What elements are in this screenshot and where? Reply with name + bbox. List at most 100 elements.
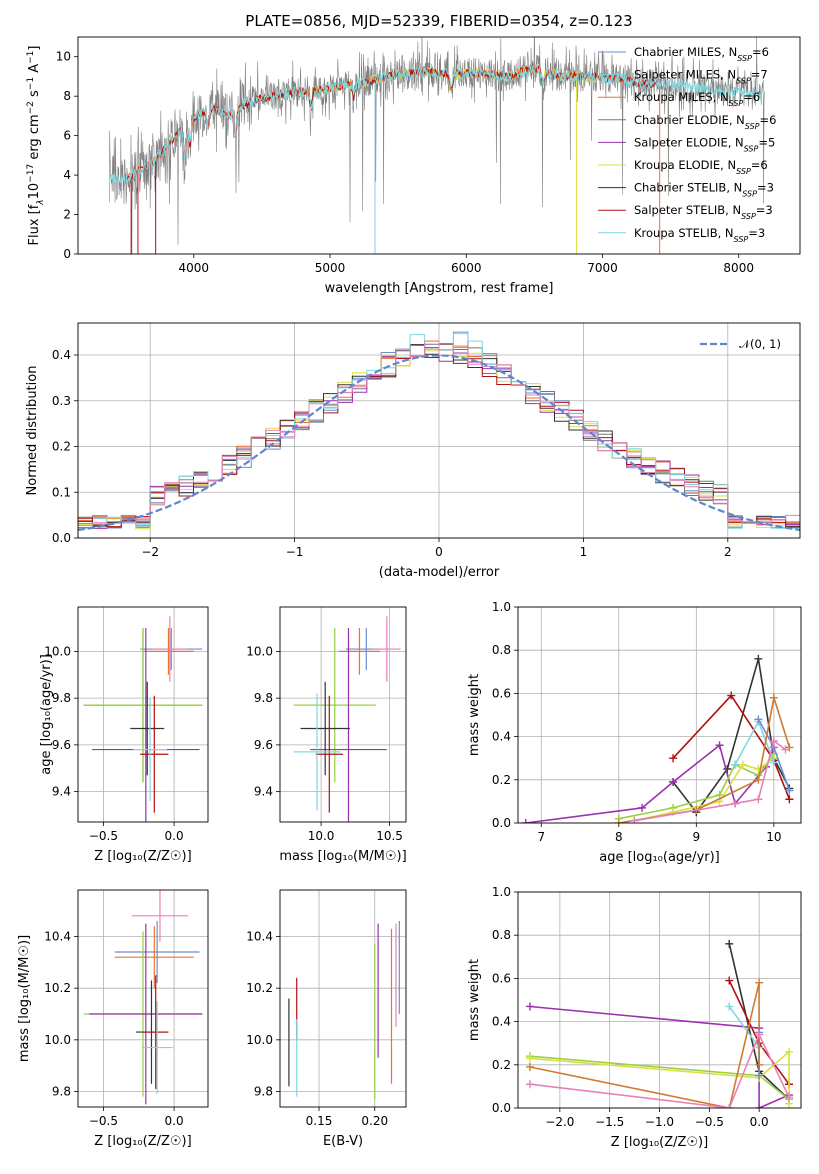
legend-entry: Kroupa ELODIE, NSSP=6 bbox=[634, 158, 768, 176]
y-axis-label-part: erg cm bbox=[27, 114, 42, 163]
x-tick-label: 9 bbox=[693, 830, 701, 844]
y-tick-label: 10.2 bbox=[44, 981, 71, 995]
legend-label-value: =6 bbox=[751, 158, 768, 172]
plot-area bbox=[78, 331, 800, 538]
legend-label-sub: SSP bbox=[736, 167, 751, 176]
y-tick-label: 9.8 bbox=[254, 1085, 273, 1099]
weight-series bbox=[525, 978, 764, 1108]
weight-marker bbox=[638, 803, 647, 812]
axes-age-vs-Z: −0.5 0.0 9.4 9.6 9.8 10.0 Z [log₁₀(Z/Z☉)] age [… bbox=[39, 606, 209, 864]
errorbar-point bbox=[338, 628, 380, 675]
weight-series bbox=[630, 754, 778, 823]
x-tick-label: −0.5 bbox=[695, 1115, 724, 1129]
x-tick-label: 7000 bbox=[587, 261, 618, 275]
legend-label: Chabrier STELIB, N bbox=[634, 181, 742, 195]
y-tick-label: 0.0 bbox=[492, 1101, 511, 1115]
errorbar-point bbox=[293, 628, 376, 783]
y-tick-label: 9.6 bbox=[52, 738, 71, 752]
y-tick-label: 0.0 bbox=[52, 531, 71, 545]
x-axis-label: wavelength [Angstrom, rest frame] bbox=[325, 281, 554, 296]
y-axis-label-part: Flux [f bbox=[27, 204, 42, 245]
weight-marker bbox=[785, 1093, 794, 1102]
axes-mass-vs-ebv: 0.15 0.20 9.8 10.0 10.2 10.4 E(B-V) bbox=[246, 889, 407, 1149]
plot-area bbox=[288, 921, 400, 1100]
weight-marker bbox=[755, 978, 764, 987]
errorbar-point bbox=[133, 698, 168, 801]
legend-label-sub: SSP bbox=[734, 234, 749, 243]
x-axis-label: E(B-V) bbox=[323, 1134, 363, 1149]
axes-frame bbox=[279, 606, 407, 823]
errorbar-point bbox=[140, 695, 169, 813]
axes-frame bbox=[279, 889, 407, 1108]
x-tick-label: −1 bbox=[286, 545, 304, 559]
y-tick-label: 10.2 bbox=[246, 981, 273, 995]
figure-title: PLATE=0856, MJD=52339, FIBERID=0354, z=0… bbox=[245, 12, 633, 30]
legend-label-value: =3 bbox=[756, 203, 773, 217]
weight-marker bbox=[755, 1060, 764, 1069]
y-axis-label-part: −1 bbox=[26, 51, 36, 64]
x-tick-label: −2.0 bbox=[545, 1115, 574, 1129]
x-axis-label: (data-model)/error bbox=[379, 565, 500, 580]
weight-marker bbox=[754, 795, 763, 804]
legend-entry: Chabrier STELIB, NSSP=3 bbox=[634, 181, 774, 199]
errorbar-point bbox=[310, 628, 387, 822]
x-tick-label: 0.0 bbox=[165, 829, 184, 843]
plot-area bbox=[293, 616, 401, 822]
plot-area bbox=[108, 37, 765, 254]
x-tick-label: 4000 bbox=[179, 261, 210, 275]
y-tick-label: 10.0 bbox=[44, 644, 71, 658]
legend-label-value: =6 bbox=[743, 90, 760, 104]
axes-spectrum: 4000 5000 6000 7000 8000 0 2 4 6 8 10 wavelength [A… bbox=[26, 36, 801, 296]
legend-label-sub: SSP bbox=[729, 99, 744, 108]
legend-label: Kroupa STELIB, N bbox=[634, 226, 734, 240]
y-tick-label: 9.4 bbox=[254, 785, 273, 799]
y-tick-label: 0.8 bbox=[492, 928, 511, 942]
axes-frame bbox=[517, 606, 802, 824]
x-tick-label: 6000 bbox=[451, 261, 482, 275]
x-tick-label: 1 bbox=[580, 545, 588, 559]
y-tick-label: 0.2 bbox=[52, 440, 71, 454]
legend-entry: Salpeter STELIB, NSSP=3 bbox=[634, 203, 773, 221]
model-spectrum bbox=[125, 63, 658, 186]
legend-label: Chabrier ELODIE, N bbox=[634, 113, 745, 127]
data-spectrum bbox=[109, 37, 765, 254]
y-axis-label: mass weight bbox=[467, 674, 482, 756]
plot-area bbox=[525, 939, 794, 1108]
weight-marker bbox=[715, 741, 724, 750]
weight-marker bbox=[725, 1002, 734, 1011]
weight-marker bbox=[738, 760, 747, 769]
axes-residuals: −2 −1 0 1 2 0.0 0.1 0.2 0.3 0.4 (data-model)/error… bbox=[25, 322, 801, 580]
weight-marker bbox=[521, 819, 530, 823]
y-axis-label-part: 10 bbox=[27, 183, 42, 200]
axes-frame bbox=[77, 36, 801, 255]
y-tick-label: 9.4 bbox=[52, 785, 71, 799]
weight-series bbox=[525, 1030, 794, 1108]
legend-label: Salpeter ELODIE, N bbox=[634, 135, 744, 149]
y-tick-label: 0 bbox=[63, 247, 71, 261]
model-spectrum bbox=[108, 63, 765, 187]
axes-age-vs-mass: 10.0 10.5 9.4 9.6 9.8 10.0 mass [log₁₀(M/M☉)] bbox=[246, 606, 407, 864]
x-tick-label: 0.20 bbox=[361, 1114, 388, 1128]
legend-label-value: =6 bbox=[760, 113, 777, 127]
y-tick-label: 10.0 bbox=[246, 644, 273, 658]
y-tick-label: 10 bbox=[56, 50, 71, 64]
errorbar-point bbox=[114, 921, 200, 983]
y-tick-label: 0.4 bbox=[52, 348, 71, 362]
weight-line bbox=[529, 982, 760, 1108]
axes-mass-vs-Z: −0.5 0.0 9.8 10.0 10.2 10.4 Z [log₁₀(Z/Z☉)] mas… bbox=[17, 889, 209, 1149]
weight-marker bbox=[769, 758, 778, 767]
weight-marker bbox=[754, 775, 763, 784]
errorbar-point bbox=[83, 628, 203, 783]
x-tick-label: 10 bbox=[766, 830, 781, 844]
errorbar-point bbox=[141, 1001, 173, 1095]
weight-marker bbox=[525, 1062, 534, 1071]
legend-label-value: =6 bbox=[752, 45, 769, 59]
legend-label-sub: SSP bbox=[736, 76, 751, 85]
x-tick-label: 2 bbox=[724, 545, 732, 559]
errorbar-point bbox=[152, 616, 187, 682]
legend-label: Salpeter MILES, N bbox=[634, 68, 736, 82]
weight-marker bbox=[754, 654, 763, 663]
y-axis-label-part: λ bbox=[36, 199, 46, 205]
